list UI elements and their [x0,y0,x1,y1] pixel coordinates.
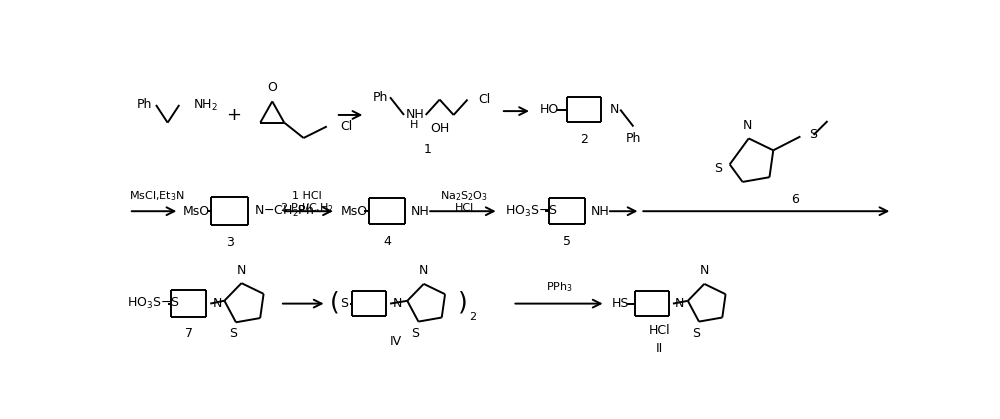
Text: N: N [237,264,246,277]
Text: N: N [419,264,428,277]
Text: Ph: Ph [137,98,152,111]
Text: S: S [340,297,348,310]
Text: NH$_2$: NH$_2$ [193,97,218,112]
Text: S: S [810,128,818,142]
Text: HO: HO [540,103,559,116]
Text: HO$_3$S$-$S: HO$_3$S$-$S [505,204,558,219]
Text: Cl: Cl [478,93,491,106]
Text: PPh$_3$: PPh$_3$ [546,280,572,294]
Text: Ph: Ph [626,132,641,145]
Text: HCl: HCl [649,323,671,337]
Text: 4: 4 [383,235,391,248]
Text: MsO: MsO [183,205,210,218]
Text: NH: NH [406,109,424,122]
Text: H: H [410,120,418,130]
Text: S: S [411,327,419,340]
Text: 2: 2 [580,133,588,146]
Text: (: ( [330,290,340,314]
Text: Ph: Ph [373,91,388,104]
Text: N: N [742,119,752,132]
Text: II: II [656,342,663,355]
Text: 1: 1 [423,143,431,156]
Text: ): ) [458,290,468,314]
Text: O: O [267,81,277,94]
Text: 3: 3 [226,235,234,248]
Text: S: S [229,327,237,340]
Text: N: N [700,264,709,277]
Text: IV: IV [390,335,402,348]
Text: HO$_3$S$-$S: HO$_3$S$-$S [127,296,179,311]
Text: N: N [213,297,222,310]
Text: HS: HS [612,297,629,310]
Text: N: N [392,297,402,310]
Text: N: N [675,297,685,310]
Text: HCl: HCl [455,203,474,213]
Text: S: S [714,162,722,175]
Text: 2 Pd/C,H$_2$: 2 Pd/C,H$_2$ [280,201,334,215]
Text: S: S [692,327,700,340]
Text: N: N [610,103,620,116]
Text: NH: NH [411,205,430,218]
Text: 1 HCl: 1 HCl [292,191,322,201]
Text: MsCl,Et$_3$N: MsCl,Et$_3$N [129,189,185,203]
Text: Na$_2$S$_2$O$_3$: Na$_2$S$_2$O$_3$ [440,189,488,203]
Text: Cl: Cl [340,120,352,133]
Text: NH: NH [591,205,610,218]
Text: MsO: MsO [340,205,368,218]
Text: 7: 7 [185,327,193,340]
Text: 5: 5 [563,235,571,248]
Text: N$-$CH$_2$Ph: N$-$CH$_2$Ph [254,203,315,219]
Text: 6: 6 [791,193,799,206]
Text: +: + [226,106,241,124]
Text: OH: OH [430,122,449,134]
Text: 2: 2 [469,313,476,323]
